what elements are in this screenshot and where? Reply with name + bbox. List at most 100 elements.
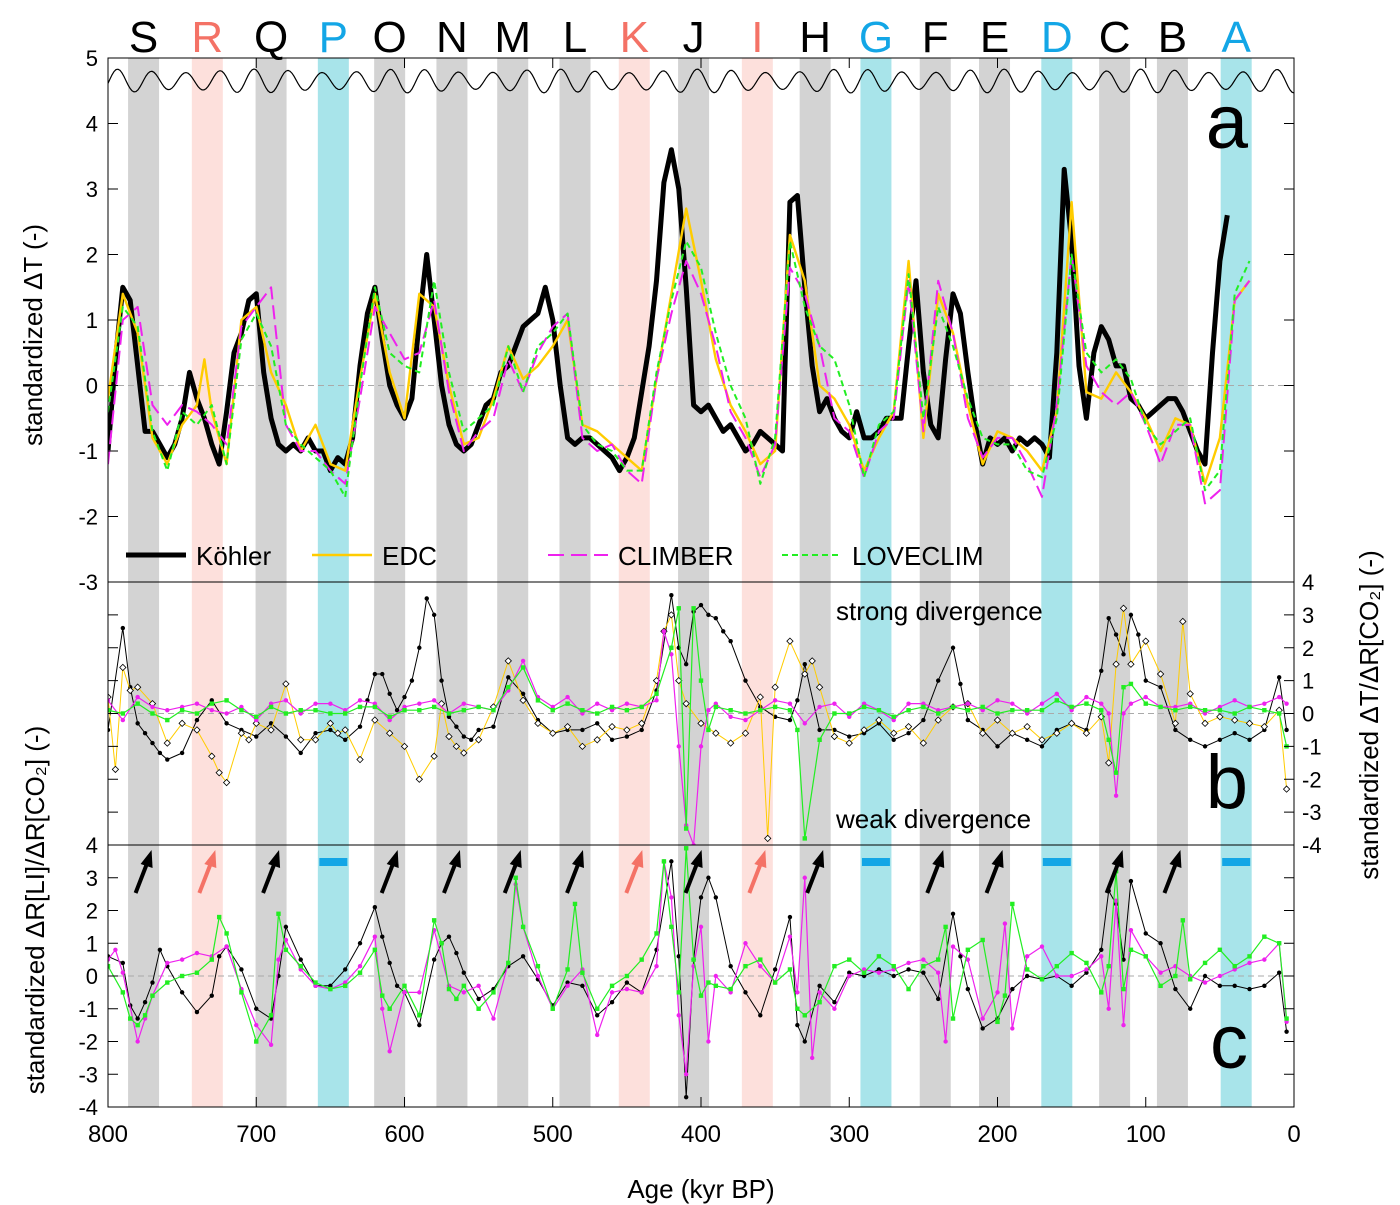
letter-o: O bbox=[373, 13, 407, 62]
point-c-climber bbox=[179, 957, 185, 962]
x-tick-label: 700 bbox=[236, 1121, 276, 1148]
point-b-edc bbox=[578, 742, 587, 751]
point-b-kohler bbox=[1143, 678, 1148, 683]
point-c-loveclim bbox=[847, 957, 852, 962]
point-b-kohler bbox=[150, 740, 155, 746]
point-b-loveclim bbox=[1099, 708, 1104, 713]
point-c-climber bbox=[1113, 898, 1119, 903]
point-c-kohler bbox=[357, 941, 363, 946]
point-c-kohler bbox=[676, 954, 681, 959]
point-b-edc bbox=[1082, 729, 1091, 737]
point-b-loveclim bbox=[669, 645, 674, 650]
arrow-shaft-m bbox=[502, 861, 519, 894]
point-b-kohler bbox=[683, 661, 689, 667]
point-b-edc bbox=[682, 699, 690, 708]
point-b-kohler bbox=[461, 734, 466, 739]
point-b-climber bbox=[772, 698, 778, 703]
point-b-climber bbox=[1121, 711, 1126, 716]
point-c-loveclim bbox=[150, 993, 155, 998]
line-a-kohler bbox=[108, 147, 1230, 474]
y-tick-label-b: 2 bbox=[1302, 636, 1314, 661]
legend: Köhler EDC CLIMBER LOVECLIM bbox=[126, 541, 984, 571]
point-b-edc bbox=[860, 726, 868, 734]
point-c-climber bbox=[1202, 980, 1208, 985]
point-c-loveclim bbox=[417, 1013, 422, 1018]
arrow-shaft-e bbox=[984, 861, 1001, 894]
point-b-loveclim bbox=[654, 691, 659, 696]
point-b-edc bbox=[1067, 719, 1076, 728]
point-b-climber bbox=[417, 701, 422, 706]
point-b-kohler bbox=[639, 727, 644, 733]
point-b-climber bbox=[313, 701, 318, 706]
point-c-loveclim bbox=[654, 931, 659, 936]
point-b-loveclim bbox=[876, 708, 882, 713]
point-c-kohler bbox=[743, 990, 748, 995]
point-b-climber bbox=[150, 704, 155, 710]
point-c-climber bbox=[276, 957, 281, 962]
point-b-kohler bbox=[1099, 668, 1104, 673]
point-b-edc bbox=[297, 736, 305, 744]
point-c-kohler bbox=[580, 983, 585, 989]
point-b-kohler bbox=[506, 675, 511, 680]
panel-b-series bbox=[108, 592, 1291, 845]
point-b-kohler bbox=[921, 717, 926, 723]
y-tick-label-b: -1 bbox=[1302, 734, 1322, 759]
point-c-loveclim bbox=[239, 990, 244, 995]
point-b-loveclim bbox=[387, 714, 392, 719]
x-tick-label: 0 bbox=[1287, 1121, 1300, 1148]
point-c-kohler bbox=[958, 954, 963, 959]
panel-label-c: c bbox=[1210, 1000, 1248, 1085]
y-tick-label-c: -1 bbox=[78, 997, 98, 1022]
point-b-edc bbox=[326, 719, 335, 728]
point-c-kohler bbox=[1010, 986, 1015, 992]
point-c-kohler bbox=[609, 1000, 615, 1005]
point-c-kohler bbox=[1284, 1029, 1289, 1034]
point-b-climber bbox=[431, 698, 437, 703]
point-c-climber bbox=[565, 983, 570, 989]
point-c-kohler bbox=[394, 983, 400, 989]
y-tick-label-c: -4 bbox=[78, 1095, 98, 1120]
arrow-head-b bbox=[1169, 850, 1182, 868]
point-b-edc bbox=[111, 765, 120, 774]
point-b-loveclim bbox=[550, 708, 555, 713]
point-b-kohler bbox=[609, 737, 615, 742]
point-c-climber bbox=[194, 950, 200, 956]
arrow-shaft-r bbox=[197, 861, 214, 894]
letter-n: N bbox=[436, 13, 468, 62]
point-b-kohler bbox=[1039, 744, 1045, 749]
point-b-kohler bbox=[1202, 744, 1208, 749]
point-b-edc bbox=[208, 752, 216, 760]
point-c-climber bbox=[817, 990, 822, 995]
point-c-kohler bbox=[343, 967, 348, 972]
point-b-edc bbox=[1282, 785, 1291, 793]
y-tick-label-c: -2 bbox=[78, 1030, 98, 1055]
point-b-edc bbox=[474, 736, 483, 744]
point-b-edc bbox=[593, 736, 601, 744]
point-c-loveclim bbox=[1099, 990, 1104, 995]
point-b-loveclim bbox=[832, 711, 837, 716]
point-c-climber bbox=[624, 986, 630, 992]
point-c-kohler bbox=[1143, 931, 1148, 936]
point-c-kohler bbox=[817, 983, 822, 989]
point-b-kohler bbox=[157, 750, 163, 756]
point-c-loveclim bbox=[950, 1016, 956, 1021]
bar-marker-d bbox=[1042, 858, 1071, 866]
point-c-climber bbox=[1247, 960, 1252, 966]
point-b-kohler bbox=[254, 734, 259, 739]
point-c-climber bbox=[535, 973, 541, 979]
point-b-loveclim bbox=[921, 704, 926, 710]
point-b-kohler bbox=[409, 678, 415, 683]
point-c-climber bbox=[402, 990, 407, 995]
point-c-kohler bbox=[1262, 983, 1267, 989]
arrow-head-m bbox=[509, 850, 522, 868]
point-b-loveclim bbox=[179, 708, 185, 713]
point-b-edc bbox=[400, 742, 409, 751]
letter-d: D bbox=[1041, 13, 1073, 62]
arrow-shaft-f bbox=[925, 861, 942, 894]
point-b-loveclim bbox=[254, 714, 259, 719]
point-b-edc bbox=[519, 696, 527, 705]
point-c-climber bbox=[980, 1016, 985, 1021]
point-b-kohler bbox=[832, 727, 837, 733]
point-c-loveclim bbox=[328, 986, 333, 992]
letter-b: B bbox=[1158, 13, 1187, 62]
